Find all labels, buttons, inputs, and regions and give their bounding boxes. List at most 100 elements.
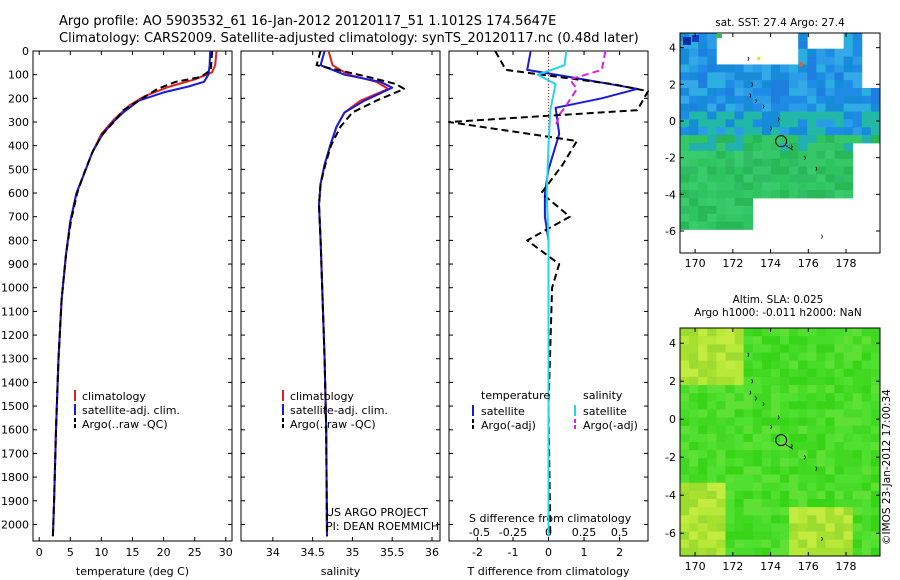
sst_map-cell	[698, 33, 708, 42]
difference-legend-label: satellite	[481, 405, 525, 418]
sla_map-cell	[852, 409, 863, 418]
sla_map-cell	[852, 385, 863, 394]
sla_map-cell	[707, 490, 717, 500]
sst_map-cell	[816, 127, 826, 136]
sla_map-cell	[707, 425, 717, 435]
sla_map-ytick-label: -4	[665, 489, 676, 502]
sst_map-cell	[798, 182, 808, 191]
sst_map-cell	[707, 143, 717, 152]
sst_map-cell	[816, 88, 826, 97]
sla_map-cell	[852, 360, 863, 370]
sst_map-cell	[798, 143, 808, 152]
sla_map-cell	[789, 458, 799, 467]
sst_map-cell	[789, 103, 799, 112]
sla_map-cell	[698, 547, 708, 557]
sla_map-cell	[698, 425, 708, 435]
sla_map-cell	[725, 401, 735, 410]
sla_map-cell	[843, 336, 854, 345]
sla_map-cell	[798, 393, 808, 402]
sla_map-cell	[816, 523, 826, 532]
sla_map-cell	[834, 344, 845, 353]
sla_map-cell	[789, 385, 799, 394]
island-coastline	[770, 424, 773, 430]
sst-cell-deep	[683, 37, 691, 45]
sla_map-cell	[870, 507, 881, 516]
sst_map-cell	[780, 80, 790, 89]
sla_map-cell	[716, 499, 726, 508]
sst_map-cell	[689, 221, 699, 230]
sla_map-cell	[816, 385, 826, 394]
sst_map-cell	[725, 198, 735, 207]
sla_map-cell	[798, 442, 808, 451]
sst_map-cell	[798, 103, 808, 112]
sla_map-cell	[707, 385, 717, 394]
sla_map-cell	[780, 433, 790, 443]
sla_map-cell	[761, 425, 772, 435]
sla_map-cell	[870, 442, 881, 451]
sst_map-cell	[843, 56, 854, 65]
series-argo-raw-qc--line	[315, 50, 406, 537]
sst_map-cell	[870, 135, 881, 144]
sla_map-cell	[825, 531, 835, 541]
sst_map-cell	[716, 88, 726, 97]
series-climatology-line	[318, 50, 390, 537]
sla_map-cell	[834, 450, 845, 459]
sst_map-cell	[870, 127, 881, 136]
sla_map-cell	[725, 547, 735, 557]
sla_map-cell	[807, 425, 817, 435]
sst_map-cell	[770, 88, 781, 97]
difference-top-xtick-label: -0.25	[499, 526, 527, 539]
island-coastline	[762, 104, 765, 109]
sst_map-cell	[716, 95, 726, 105]
sst_map-cell	[680, 80, 690, 89]
sla_map-cell	[770, 385, 781, 394]
sla_map-cell	[689, 344, 699, 353]
sst_map-cell	[852, 103, 863, 112]
sla_map-cell	[743, 531, 754, 541]
sla_map-cell	[680, 531, 690, 541]
depth-tick-label: 1200	[1, 329, 29, 342]
sla_map-cell	[743, 368, 754, 378]
sst_map-cell	[707, 174, 717, 183]
sla_map-cell	[816, 409, 826, 418]
sla_map-cell	[798, 344, 808, 353]
sst_map-cell	[707, 40, 717, 50]
sla_map-cell	[707, 539, 717, 549]
sla_map-cell	[780, 352, 790, 361]
sst_map-cell	[807, 72, 817, 81]
sst_map-cell	[816, 111, 826, 120]
sla_map-cell	[870, 385, 881, 394]
sst_map-cell	[689, 40, 699, 50]
profile-track-line	[784, 443, 794, 450]
temperature-xtick-label: 20	[157, 546, 171, 559]
sla_map-cell	[780, 523, 790, 532]
sla_map-cell	[825, 507, 835, 516]
sla_map-cell	[680, 360, 690, 370]
sla_map-cell	[798, 401, 808, 410]
sla_map-cell	[843, 482, 854, 492]
sla_map-cell	[725, 531, 735, 541]
sst_map-cell	[761, 111, 772, 120]
sla_map-cell	[825, 401, 835, 410]
temperature-xtick-label: 0	[36, 546, 43, 559]
sla_map-cell	[798, 523, 808, 532]
salinity-legend-label: climatology	[290, 390, 354, 403]
sst_map-cell	[689, 119, 699, 128]
sla_map-cell	[816, 368, 826, 378]
sst_map-cell	[734, 72, 745, 81]
sst_map-cell	[798, 33, 808, 42]
sla_map-cell	[789, 433, 799, 443]
sla_map-cell	[816, 328, 826, 337]
sla_map-cell	[743, 490, 754, 500]
sla_map-cell	[861, 547, 872, 557]
sla_map-cell	[861, 336, 872, 345]
sla_map-cell	[734, 515, 745, 524]
sla_map-cell	[725, 433, 735, 443]
sst_map-cell	[707, 48, 717, 57]
sst_map-cell	[843, 64, 854, 73]
sla_map-xtick-label: 178	[836, 560, 857, 573]
sst_map-cell	[798, 64, 808, 73]
sst_map-cell	[780, 72, 790, 81]
sst_map-cell	[761, 80, 772, 89]
